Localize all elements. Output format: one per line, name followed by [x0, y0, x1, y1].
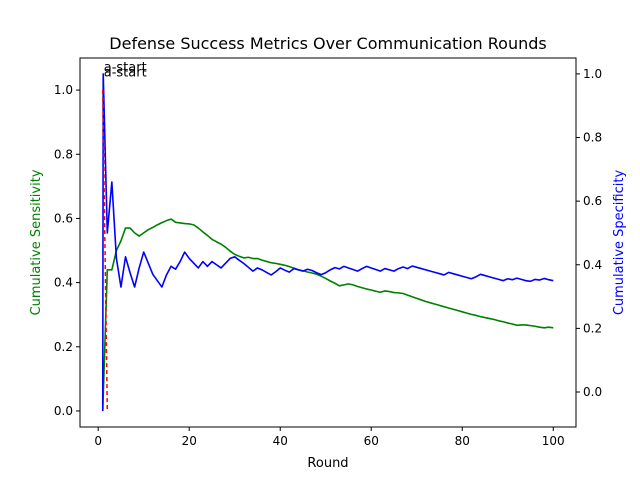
specificity-line — [101, 73, 554, 412]
y-left-tick-label-0.6: 0.6 — [54, 211, 73, 225]
y-axis-label-left: Cumulative Sensitivity — [29, 169, 44, 315]
annotation-label-1: a-start — [104, 61, 147, 76]
y-left-tick-label-0.4: 0.4 — [54, 276, 73, 290]
red-dashed-marker — [102, 90, 109, 411]
y-left-tick-label-0.2: 0.2 — [54, 340, 73, 354]
x-tick-label-0: 0 — [94, 434, 102, 448]
plot-frame — [79, 57, 577, 428]
y-right-tick-label-0.4: 0.4 — [583, 258, 602, 272]
y-right-tick-label-0.6: 0.6 — [583, 194, 602, 208]
x-tick-label-40: 40 — [273, 434, 288, 448]
y-right-tick-label-0.0: 0.0 — [583, 385, 602, 399]
x-tick-label-100: 100 — [542, 434, 565, 448]
x-axis-label: Round — [307, 456, 348, 471]
y-left-tick-label-0.0: 0.0 — [54, 404, 73, 418]
y-right-tick-label-0.8: 0.8 — [583, 131, 602, 145]
annotation-label-2: a-start — [104, 65, 147, 80]
axes: 0 20 40 60 80 100 0.0 0.2 0.4 0.6 0.8 1.0 0.0 0.2 0.4 0… — [54, 67, 602, 448]
y-left-tick-label-1.0: 1.0 — [54, 83, 73, 97]
x-tick-label-80: 80 — [455, 434, 470, 448]
y-left-tick-label-0.8: 0.8 — [54, 147, 73, 161]
sensitivity-line — [101, 218, 554, 411]
y-right-tick-label-1.0: 1.0 — [583, 67, 602, 81]
y-axis-label-right: Cumulative Specificity — [612, 170, 627, 316]
chart-title: Defense Success Metrics Over Communicati… — [109, 34, 546, 53]
x-tick-label-20: 20 — [182, 434, 197, 448]
x-tick-label-60: 60 — [364, 434, 379, 448]
y-right-tick-label-0.2: 0.2 — [583, 321, 602, 335]
